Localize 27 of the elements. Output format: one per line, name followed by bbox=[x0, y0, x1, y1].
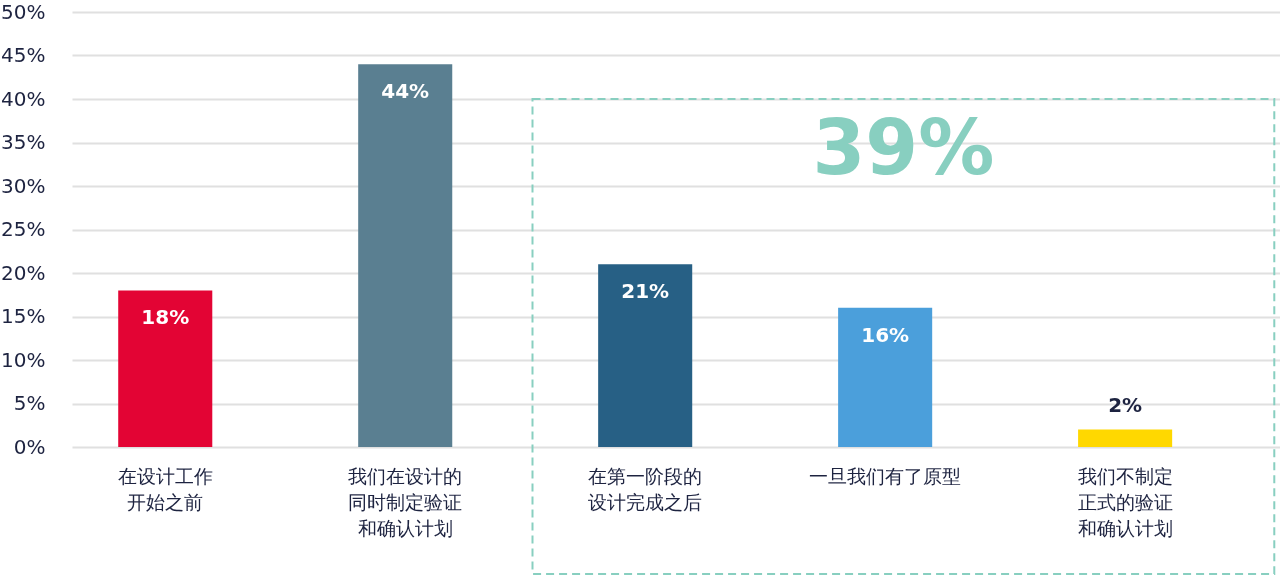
y-tick-label: 10% bbox=[1, 347, 46, 372]
y-tick-label: 40% bbox=[1, 86, 46, 111]
y-tick-label: 5% bbox=[13, 391, 46, 415]
x-tick-label: 一旦我们有了原型 bbox=[809, 464, 962, 487]
y-tick-label: 15% bbox=[1, 304, 46, 328]
y-tick-label: 30% bbox=[1, 173, 46, 198]
data-label: 44% bbox=[381, 79, 430, 104]
x-tick-label: 我们不制定正式的验证和确认计划 bbox=[1077, 464, 1173, 539]
y-tick-label: 0% bbox=[13, 434, 46, 459]
y-tick-label: 50% bbox=[1, 0, 46, 24]
y-tick-label: 25% bbox=[1, 217, 46, 241]
y-tick-label: 35% bbox=[1, 130, 46, 154]
y-tick-label: 20% bbox=[1, 260, 46, 285]
bar bbox=[838, 307, 933, 447]
data-label: 21% bbox=[621, 279, 670, 304]
x-tick-label: 在第一阶段的设计完成之后 bbox=[588, 464, 703, 513]
data-label: 16% bbox=[861, 322, 910, 347]
data-label: 2% bbox=[1108, 392, 1143, 417]
annotation: 39% bbox=[812, 103, 995, 192]
bar bbox=[118, 290, 213, 447]
y-tick-label: 45% bbox=[1, 43, 46, 67]
bar bbox=[598, 264, 693, 447]
bar bbox=[358, 64, 453, 447]
x-tick-label: 在设计工作开始之前 bbox=[117, 464, 213, 513]
data-label: 18% bbox=[141, 305, 190, 330]
bar bbox=[1078, 429, 1173, 447]
x-tick-label: 我们在设计的同时制定验证和确认计划 bbox=[348, 464, 463, 539]
